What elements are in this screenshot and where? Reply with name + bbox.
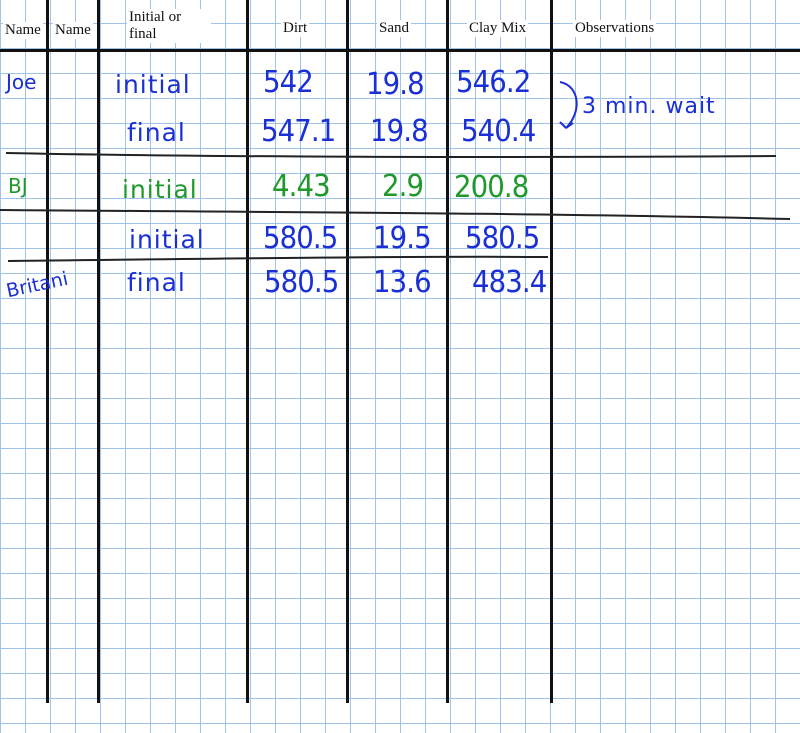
- dirt-value: 542: [263, 65, 314, 100]
- column-rule: [346, 0, 349, 703]
- sand-value: 2.9: [382, 169, 424, 204]
- dirt-value: 580.5: [264, 265, 339, 300]
- header-initial-or-final: Initial or final: [127, 9, 211, 43]
- dirt-value: 547.1: [261, 114, 336, 149]
- sand-value: 19.5: [373, 221, 432, 256]
- column-rule: [46, 0, 49, 703]
- stage-label: final: [127, 268, 186, 297]
- bracket-arrow: [559, 121, 574, 129]
- observation-note: 3 min. wait: [582, 94, 716, 119]
- clay-value: 483.4: [472, 265, 547, 300]
- row-separator: [5, 152, 777, 158]
- header-dirt: Dirt: [281, 20, 310, 37]
- student-name-joe: Joe: [6, 70, 37, 94]
- header-clay-mix: Clay Mix: [467, 20, 529, 37]
- row-separator: [7, 255, 549, 262]
- header-observations: Observations: [573, 20, 657, 37]
- dirt-value: 4.43: [272, 169, 331, 204]
- column-rule: [550, 0, 553, 703]
- clay-value: 546.2: [456, 65, 531, 100]
- stage-label: final: [127, 118, 186, 147]
- header-name-1: Name: [3, 22, 43, 39]
- header-rule: [0, 49, 800, 52]
- clay-value: 580.5: [465, 221, 540, 256]
- clay-value: 200.8: [454, 170, 529, 205]
- sand-value: 19.8: [366, 67, 425, 102]
- stage-label: initial: [129, 225, 205, 254]
- sand-value: 19.8: [370, 114, 429, 149]
- column-rule: [246, 0, 249, 703]
- header-name-2: Name: [53, 22, 93, 39]
- column-rule: [446, 0, 449, 703]
- bracket: [559, 81, 578, 129]
- row-separator: [0, 209, 791, 220]
- column-rule: [97, 0, 100, 703]
- header-sand: Sand: [377, 20, 411, 37]
- clay-value: 540.4: [461, 114, 536, 149]
- dirt-value: 580.5: [263, 221, 338, 256]
- student-name-bj: BJ: [8, 174, 28, 198]
- stage-label: initial: [115, 70, 191, 99]
- stage-label: initial: [122, 175, 198, 204]
- sand-value: 13.6: [373, 265, 432, 300]
